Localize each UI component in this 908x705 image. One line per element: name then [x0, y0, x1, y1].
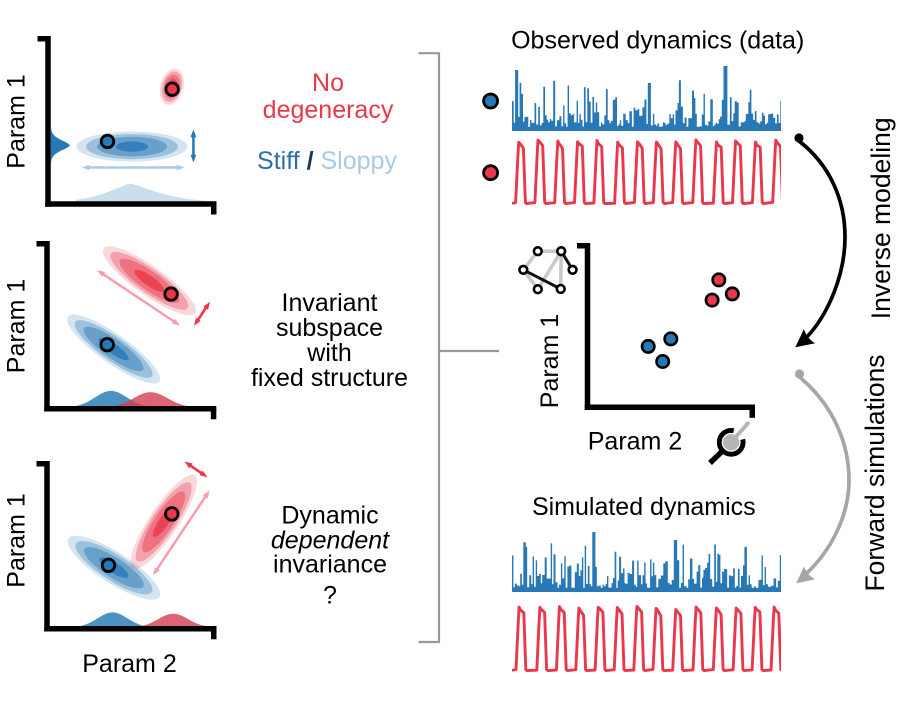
svg-text:Invariant: Invariant [282, 289, 378, 317]
svg-text:No: No [312, 69, 344, 97]
svg-text:Observed dynamics (data): Observed dynamics (data) [511, 27, 804, 55]
svg-text:Param 2: Param 2 [588, 428, 682, 456]
svg-text:Stiff / Sloppy: Stiff / Sloppy [257, 147, 397, 175]
svg-text:with: with [306, 339, 351, 367]
svg-text:Param 1: Param 1 [3, 74, 31, 168]
svg-text:Param 1: Param 1 [3, 279, 31, 373]
svg-text:fixed structure: fixed structure [251, 364, 408, 392]
svg-text:subspace: subspace [276, 314, 383, 342]
svg-text:?: ? [323, 582, 337, 610]
svg-text:Param 2: Param 2 [82, 650, 176, 678]
svg-text:Forward simulations: Forward simulations [860, 354, 890, 591]
svg-text:Param 1: Param 1 [536, 314, 564, 408]
svg-text:Param 1: Param 1 [3, 493, 31, 587]
svg-text:Inverse modeling: Inverse modeling [866, 117, 896, 319]
svg-text:Simulated dynamics: Simulated dynamics [532, 493, 756, 521]
svg-text:Dynamic: Dynamic [281, 501, 378, 529]
svg-text:dependent: dependent [271, 526, 390, 554]
svg-text:invariance: invariance [273, 550, 387, 578]
svg-text:degeneracy: degeneracy [263, 96, 394, 124]
